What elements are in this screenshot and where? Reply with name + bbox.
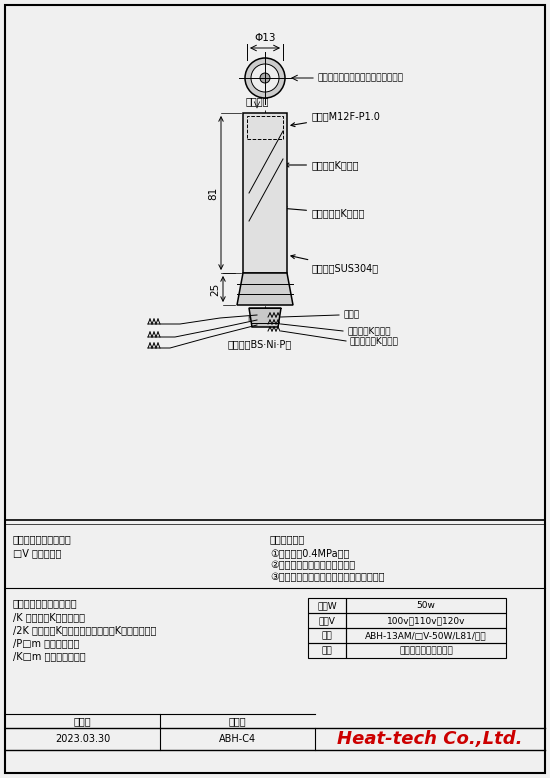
Text: ②請供給氣體應該是取出濕乾。: ②請供給氣體應該是取出濕乾。 [270,560,355,570]
Text: 日　期: 日 期 [74,716,91,726]
Text: 型號: 型號 [322,631,332,640]
Text: ③不供給低溫氣體而加熱的話加熱器燃壞。: ③不供給低溫氣體而加熱的話加熱器燃壞。 [270,572,384,582]
Text: 50w: 50w [416,601,436,610]
Bar [346,613,506,628]
Bar [308,613,346,628]
Text: 電壓V: 電壓V [318,616,336,625]
Bar [346,598,506,613]
Text: /K□m 熱電偶線長指定: /K□m 熱電偶線長指定 [13,651,86,661]
Polygon shape [249,308,281,327]
Text: ①這是耐壓0.4MPa的。: ①這是耐壓0.4MPa的。 [270,548,349,558]
Bar [308,598,346,613]
Text: /P□m 電源線長指定: /P□m 電源線長指定 [13,638,79,648]
Text: 金屬管（SUS304）: 金屬管（SUS304） [291,255,379,273]
Text: 2023.03.30: 2023.03.30 [55,734,110,744]
Text: 發熱體溫度K熱電偶: 發熱體溫度K熱電偶 [350,337,399,345]
Text: 供氣口（BS·Ni·P）: 供氣口（BS·Ni·P） [228,339,292,349]
Bar [346,628,506,643]
Text: 熱風溫度K熱電偶: 熱風溫度K熱電偶 [285,160,360,170]
Text: □V 電圧の指定: □V 電圧の指定 [13,548,62,558]
Text: Φ13: Φ13 [254,33,276,43]
Text: 81: 81 [208,187,218,200]
Bar [247,116,283,139]
Circle shape [245,58,285,98]
Text: 超微風用　熱風加熱器: 超微風用 熱風加熱器 [399,646,453,655]
Circle shape [260,73,270,83]
Text: 熱風溫度K熱電偶: 熱風溫度K熱電偶 [347,327,390,335]
Text: 電力W: 電力W [317,601,337,610]
Text: 品名: 品名 [322,646,332,655]
Text: 我們公司將在尖端定制訂購螺紋接頭: 我們公司將在尖端定制訂購螺紋接頭 [318,73,404,82]
Text: /2K 熱風溫度K熱電偶和發熱體溫度K熱電偶的追加: /2K 熱風溫度K熱電偶和發熱體溫度K熱電偶的追加 [13,625,156,635]
Text: 圖　號: 圖 號 [229,716,246,726]
Bar [308,628,346,643]
Bar [346,643,506,658]
Bar [308,643,346,658]
Text: /K 熱風溫度K熱電偶追加: /K 熱風溫度K熱電偶追加 [13,612,85,622]
Text: 【選項　特別訂貨對應】: 【選項 特別訂貨對應】 [13,598,78,608]
Text: 100v、110v、120v: 100v、110v、120v [387,616,465,625]
Text: r1/8: r1/8 [248,314,263,323]
Text: ABH-13AM/□V-50W/L81/選項: ABH-13AM/□V-50W/L81/選項 [365,631,487,640]
Text: 電源線: 電源線 [343,310,359,320]
Text: ABH-C4: ABH-C4 [219,734,256,744]
Text: 熱風出口: 熱風出口 [245,96,269,106]
Text: Heat-tech Co.,Ltd.: Heat-tech Co.,Ltd. [337,730,522,748]
Text: 25: 25 [210,282,220,296]
Text: 發熱體溫度K熱電偶: 發熱體溫度K熱電偶 [283,207,365,218]
Polygon shape [237,273,293,305]
Circle shape [251,64,279,92]
Text: 【発注時の仕様指定】: 【発注時の仕様指定】 [13,534,72,544]
Polygon shape [243,113,287,273]
Text: 內螺紋M12F-P1.0: 內螺紋M12F-P1.0 [291,111,381,127]
Text: 【注意事項】: 【注意事項】 [270,534,305,544]
